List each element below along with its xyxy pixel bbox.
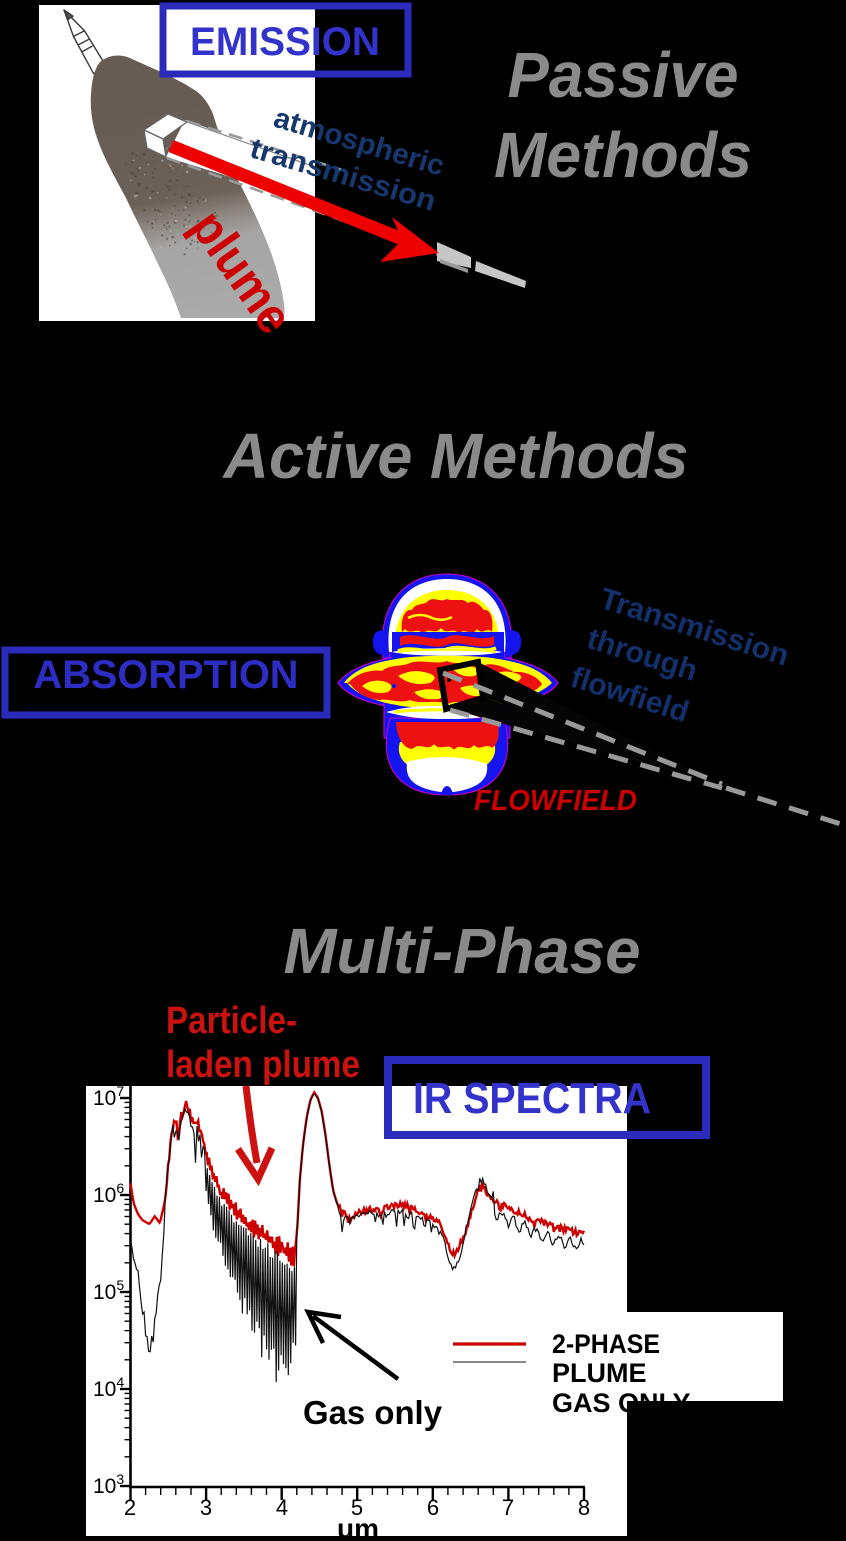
svg-text:6: 6 [427, 1495, 439, 1520]
svg-text:Methods: Methods [494, 119, 752, 191]
svg-text:PLUME: PLUME [552, 1358, 647, 1388]
svg-text:3: 3 [200, 1495, 212, 1520]
svg-text:2-PHASE: 2-PHASE [552, 1329, 660, 1359]
svg-text:Particle-: Particle- [166, 1000, 297, 1042]
svg-text:FLOWFIELD: FLOWFIELD [474, 785, 637, 817]
svg-text:Passive: Passive [508, 39, 739, 111]
svg-text:Active Methods: Active Methods [222, 420, 689, 492]
svg-text:105: 105 [93, 1277, 124, 1304]
svg-text:Multi-Phase: Multi-Phase [284, 915, 641, 987]
svg-text:laden plume: laden plume [166, 1044, 360, 1086]
svg-text:IR SPECTRA: IR SPECTRA [413, 1074, 651, 1123]
svg-text:2: 2 [124, 1495, 136, 1520]
svg-text:8: 8 [578, 1495, 590, 1520]
svg-text:um: um [337, 1513, 379, 1536]
svg-text:ABSORPTION: ABSORPTION [34, 653, 299, 697]
svg-text:EMISSION: EMISSION [190, 20, 380, 64]
svg-text:5: 5 [351, 1495, 363, 1520]
svg-text:Gas only: Gas only [303, 1394, 443, 1431]
svg-text:4: 4 [276, 1495, 288, 1520]
svg-text:7: 7 [502, 1495, 514, 1520]
